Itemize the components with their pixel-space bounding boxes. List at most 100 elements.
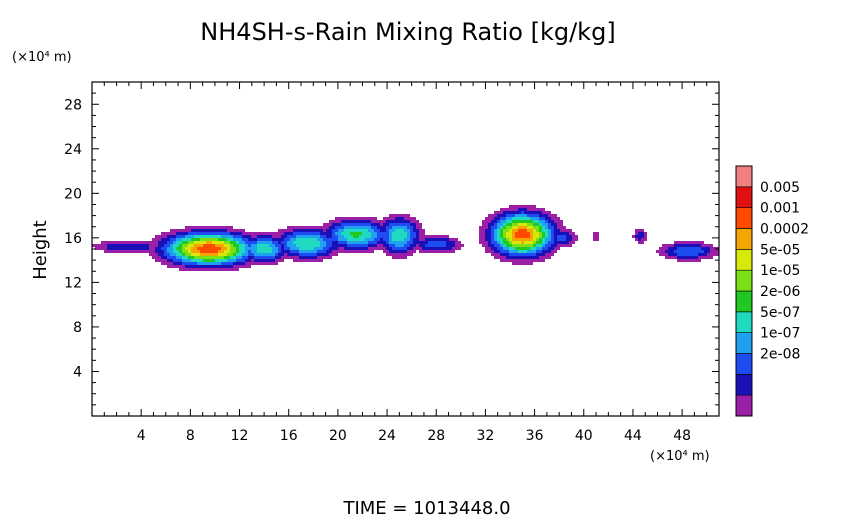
field-cell xyxy=(167,265,170,268)
field-cell xyxy=(485,229,488,232)
field-cell xyxy=(527,238,530,241)
field-cell xyxy=(302,229,305,232)
field-cell xyxy=(338,241,341,244)
field-cell xyxy=(371,241,374,244)
field-cell xyxy=(536,208,539,211)
field-cell xyxy=(290,229,293,232)
field-cell xyxy=(206,250,209,253)
field-cell xyxy=(284,247,287,250)
field-cell xyxy=(545,250,548,253)
field-cell xyxy=(431,238,434,241)
field-cell xyxy=(362,220,365,223)
field-cell xyxy=(314,244,317,247)
field-cell xyxy=(383,241,386,244)
field-cell xyxy=(488,250,491,253)
field-cell xyxy=(689,259,692,262)
field-cell xyxy=(530,250,533,253)
field-cell xyxy=(281,259,284,262)
field-cell xyxy=(230,250,233,253)
field-cell xyxy=(677,250,680,253)
field-cell xyxy=(512,214,515,217)
field-cell xyxy=(503,244,506,247)
field-cell xyxy=(371,250,374,253)
field-cell xyxy=(419,244,422,247)
field-cell xyxy=(389,241,392,244)
field-cell xyxy=(116,250,119,253)
field-cell xyxy=(215,238,218,241)
field-cell xyxy=(329,223,332,226)
field-cell xyxy=(209,238,212,241)
field-cell xyxy=(491,244,494,247)
field-cell xyxy=(353,220,356,223)
field-cell xyxy=(455,241,458,244)
field-cell xyxy=(155,241,158,244)
field-cell xyxy=(665,244,668,247)
field-cell xyxy=(539,226,542,229)
field-cell xyxy=(161,253,164,256)
field-cell xyxy=(677,247,680,250)
field-cell xyxy=(332,232,335,235)
field-cell xyxy=(692,259,695,262)
field-cell xyxy=(167,262,170,265)
field-cell xyxy=(515,244,518,247)
field-cell xyxy=(485,220,488,223)
field-cell xyxy=(236,253,239,256)
field-cell xyxy=(668,253,671,256)
field-cell xyxy=(401,244,404,247)
field-cell xyxy=(638,235,641,238)
field-cell xyxy=(398,250,401,253)
field-cell xyxy=(539,217,542,220)
field-cell xyxy=(665,256,668,259)
field-cell xyxy=(92,244,95,247)
y-tick-label: 16 xyxy=(64,231,82,247)
field-cell xyxy=(182,250,185,253)
field-cell xyxy=(401,214,404,217)
field-cell xyxy=(182,238,185,241)
field-cell xyxy=(182,247,185,250)
field-cell xyxy=(320,247,323,250)
field-cell xyxy=(521,244,524,247)
field-cell xyxy=(125,244,128,247)
field-cell xyxy=(278,232,281,235)
field-cell xyxy=(206,238,209,241)
field-cell xyxy=(227,253,230,256)
field-cell xyxy=(311,235,314,238)
field-cell xyxy=(230,241,233,244)
field-cell xyxy=(554,244,557,247)
field-cell xyxy=(551,253,554,256)
colorbar: 0.0050.0010.00025e-051e-052e-065e-071e-0… xyxy=(735,165,809,417)
field-cell xyxy=(242,253,245,256)
field-cell xyxy=(254,262,257,265)
field-cell xyxy=(380,241,383,244)
field-cell xyxy=(245,241,248,244)
field-cell xyxy=(335,244,338,247)
field-cell xyxy=(281,253,284,256)
field-cell xyxy=(377,238,380,241)
field-cell xyxy=(209,232,212,235)
field-cell xyxy=(404,253,407,256)
y-tick-label: 8 xyxy=(73,320,82,336)
field-cell xyxy=(521,259,524,262)
field-cell xyxy=(548,226,551,229)
field-cell xyxy=(200,256,203,259)
field-cell xyxy=(539,235,542,238)
field-cell xyxy=(353,241,356,244)
field-cell xyxy=(287,253,290,256)
field-cell xyxy=(554,232,557,235)
field-cell xyxy=(695,247,698,250)
field-cell xyxy=(557,244,560,247)
field-cell xyxy=(662,253,665,256)
field-cell xyxy=(206,268,209,271)
y-tick-label: 24 xyxy=(64,142,82,158)
field-cell xyxy=(443,247,446,250)
field-cell xyxy=(275,238,278,241)
field-cell xyxy=(686,250,689,253)
field-cell xyxy=(431,244,434,247)
field-cell xyxy=(356,217,359,220)
field-cell xyxy=(491,235,494,238)
field-cell xyxy=(224,229,227,232)
field-cell xyxy=(422,250,425,253)
field-cell xyxy=(413,232,416,235)
field-cell xyxy=(329,241,332,244)
field-cell xyxy=(317,238,320,241)
